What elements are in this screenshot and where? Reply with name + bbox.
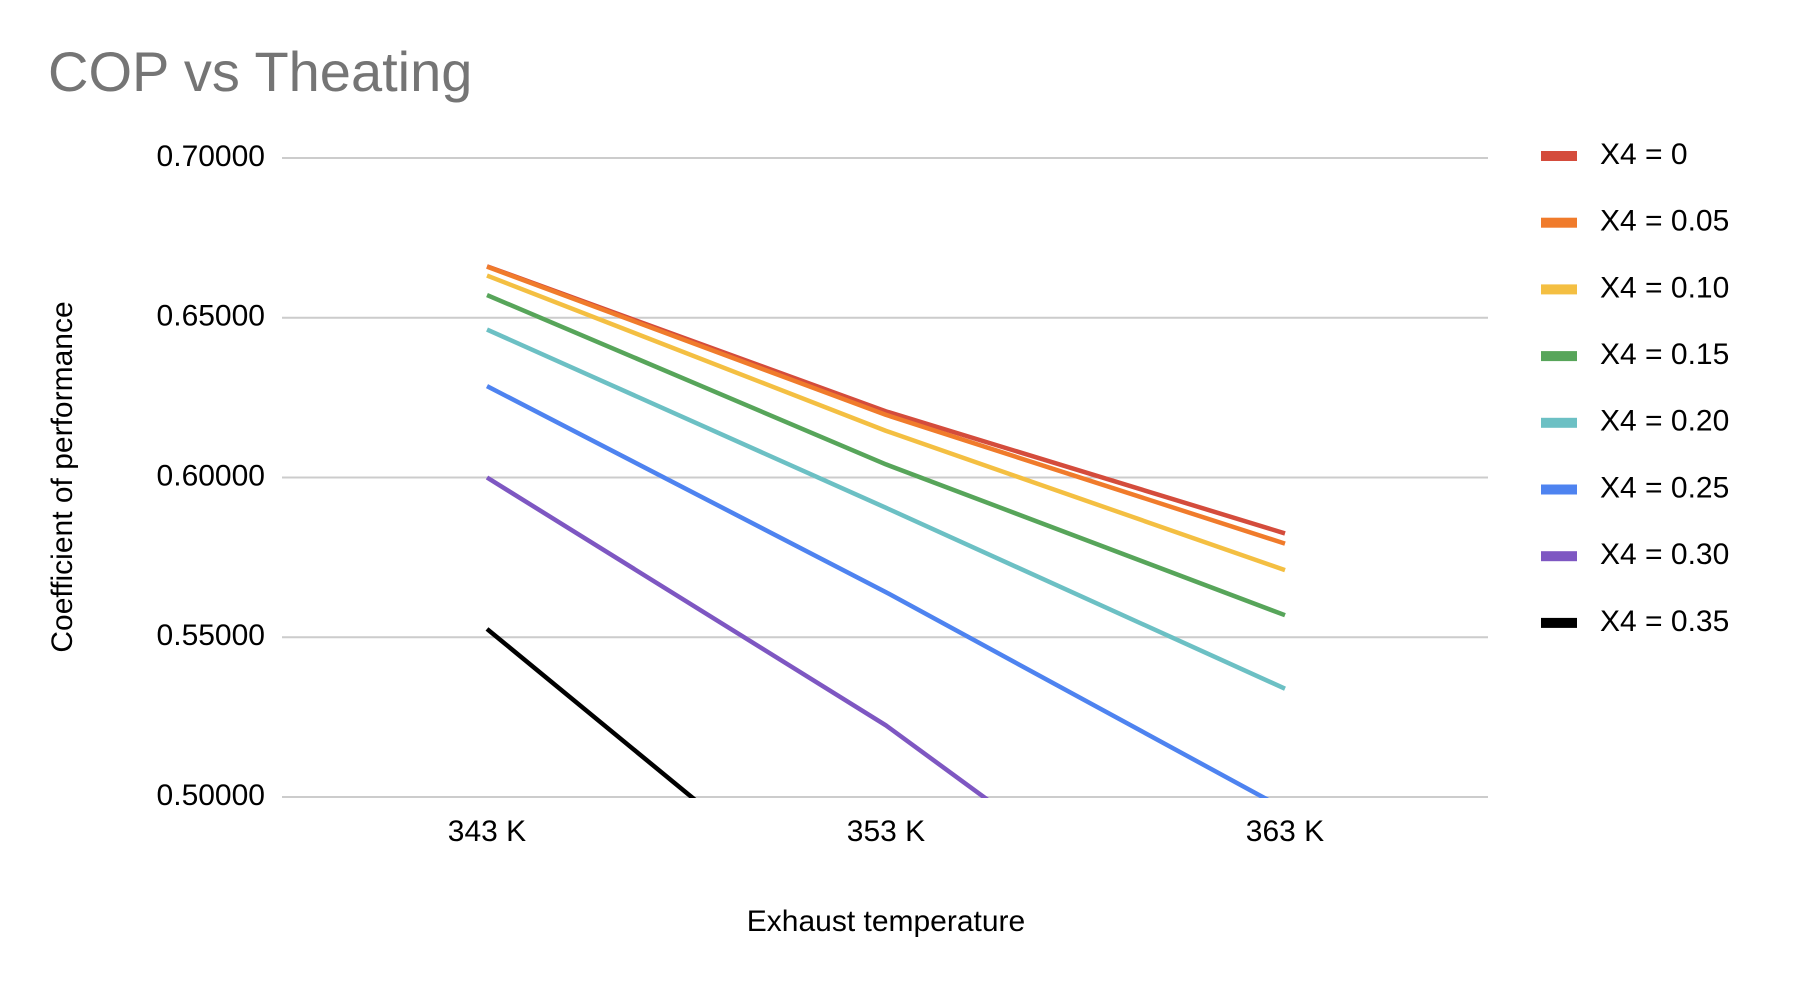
- legend-label: X4 = 0.20: [1600, 405, 1729, 438]
- series-line: [486, 273, 1286, 573]
- y-tick-label: 0.55000: [157, 619, 265, 652]
- series-line: [486, 327, 1286, 691]
- y-tick-label: 0.60000: [157, 459, 265, 492]
- legend-label: X4 = 0: [1600, 138, 1688, 171]
- x-tick-label: 353 K: [847, 815, 925, 848]
- x-tick-label: 363 K: [1246, 815, 1324, 848]
- series-line: [486, 264, 1286, 536]
- legend-swatch: [1541, 617, 1577, 628]
- series-line: [486, 292, 1286, 618]
- y-axis-label: Coefficient of performance: [46, 301, 79, 652]
- chart-title: COP vs Theating: [48, 40, 472, 103]
- legend-label: X4 = 0.30: [1600, 538, 1729, 571]
- plot-area: [485, 264, 1286, 798]
- series-line: [486, 264, 1286, 546]
- x-tick-label: 343 K: [448, 815, 526, 848]
- legend-swatch: [1541, 484, 1577, 495]
- legend-label: X4 = 0.25: [1600, 471, 1729, 504]
- legend-swatch: [1541, 217, 1577, 228]
- x-axis-label: Exhaust temperature: [747, 905, 1025, 938]
- series-line: [485, 475, 989, 798]
- y-tick-label: 0.65000: [157, 300, 265, 333]
- legend-swatch: [1541, 151, 1577, 161]
- series-line: [485, 627, 697, 798]
- legend-label: X4 = 0.10: [1600, 271, 1729, 304]
- legend-label: X4 = 0.35: [1600, 605, 1729, 638]
- legend-swatch: [1541, 417, 1577, 428]
- legend-swatch: [1541, 284, 1577, 295]
- grid: [282, 157, 1488, 798]
- y-tick-label: 0.70000: [157, 140, 265, 173]
- legend-swatch: [1541, 351, 1577, 362]
- y-tick-label: 0.50000: [157, 779, 265, 812]
- series-line: [485, 384, 1270, 798]
- legend-label: X4 = 0.05: [1600, 205, 1729, 238]
- legend-swatch: [1541, 551, 1577, 562]
- legend-label: X4 = 0.15: [1600, 338, 1729, 371]
